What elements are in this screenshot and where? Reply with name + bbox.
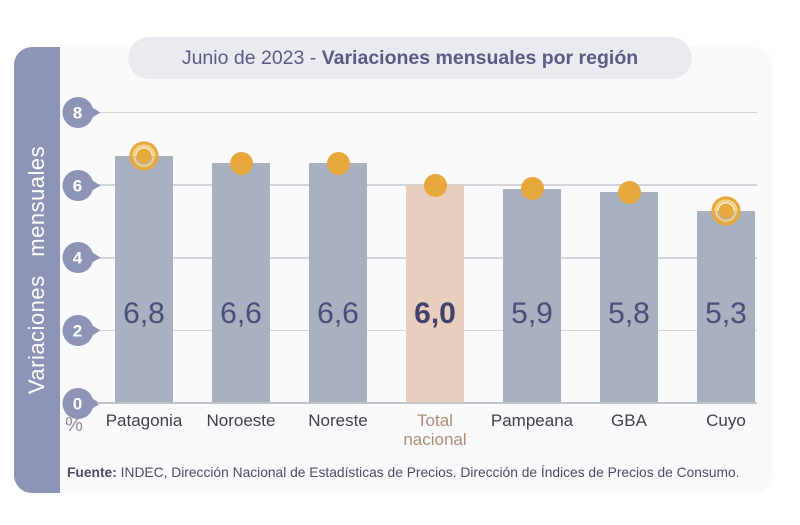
y-axis-tick: 8 [62, 96, 102, 134]
y-tick-teardrop-icon: 6 [62, 169, 101, 201]
bar-cuyo [697, 210, 755, 403]
source-note-label: Fuente: [67, 465, 117, 480]
dot-marker-icon [326, 151, 350, 175]
y-axis-title: Variaciones mensuales [14, 47, 60, 493]
x-category-label: Noreste [308, 411, 368, 430]
bar-pampeana [503, 188, 561, 403]
chart-title-prefix: Junio de 2023 - [181, 46, 322, 69]
y-axis-tick: 6 [62, 169, 102, 207]
x-category-label: GBA [611, 411, 647, 430]
bar-value-label: 5,9 [511, 297, 553, 330]
svg-text:6: 6 [73, 176, 82, 195]
bar-noroeste [212, 163, 270, 403]
dot-marker-icon [617, 180, 641, 204]
svg-text:8: 8 [73, 104, 82, 123]
svg-text:4: 4 [73, 249, 83, 268]
x-axis-line [97, 401, 757, 405]
bar-value-label: 5,8 [608, 297, 650, 330]
ring-target-marker-icon [128, 140, 160, 177]
bar-patagonia [115, 156, 173, 403]
x-category-label: Pampeana [490, 411, 574, 430]
y-axis-title-band [14, 47, 60, 493]
y-tick-teardrop-icon: 0 [62, 387, 101, 419]
x-category-label: Patagonia [105, 411, 183, 430]
chart-title-emphasis: Variaciones mensuales por región [321, 46, 639, 69]
dot-marker-icon [229, 151, 253, 175]
bar-value-label: 6,8 [123, 297, 165, 330]
bar-value-label: 6,6 [317, 297, 359, 330]
dot-marker-icon [520, 177, 544, 201]
dot-marker-icon [423, 173, 447, 197]
source-note-text: INDEC, Dirección Nacional de Estadística… [120, 465, 740, 480]
svg-text:0: 0 [73, 394, 82, 413]
ring-target-marker-icon [710, 195, 742, 232]
bar-value-label: 6,0 [414, 297, 456, 330]
y-axis-tick: 4 [62, 241, 102, 279]
svg-text:2: 2 [73, 321, 82, 340]
x-category-label: Total nacional [403, 411, 467, 450]
y-axis-tick: 0 [62, 387, 102, 425]
y-axis-unit-label: % [65, 414, 83, 436]
x-category-label: Noroeste [206, 411, 276, 430]
y-tick-teardrop-icon: 2 [62, 314, 101, 346]
bar-value-label: 6,6 [220, 297, 262, 330]
bar-noreste [309, 163, 367, 403]
x-category-label: Cuyo [706, 411, 746, 430]
y-axis-title-text: Variaciones mensuales [24, 145, 50, 395]
y-tick-teardrop-icon: 8 [62, 97, 101, 129]
chart-title-pill: Junio de 2023 - Variaciones mensuales po… [128, 37, 692, 79]
y-tick-teardrop-icon: 4 [62, 242, 101, 274]
grid-line [97, 111, 757, 114]
bar-gba [600, 192, 658, 403]
source-note: Fuente: INDEC, Dirección Nacional de Est… [67, 465, 767, 480]
y-axis-tick: 2 [62, 314, 102, 352]
bar-total-nacional [406, 185, 464, 403]
bar-value-label: 5,3 [705, 297, 747, 330]
